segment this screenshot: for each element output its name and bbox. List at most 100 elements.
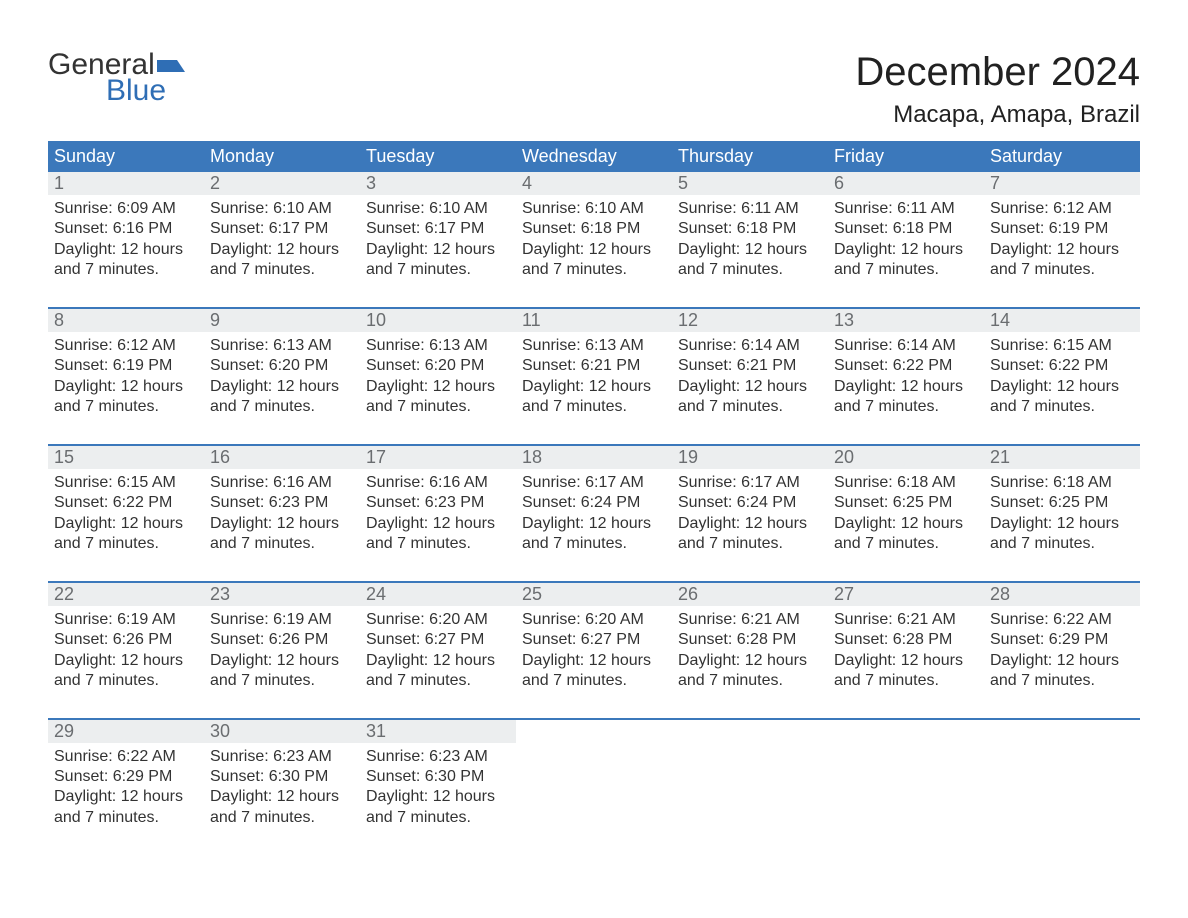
calendar-cell: 19Sunrise: 6:17 AMSunset: 6:24 PMDayligh… — [672, 446, 828, 563]
day-details: Sunrise: 6:23 AMSunset: 6:30 PMDaylight:… — [360, 743, 516, 829]
daylight-line: Daylight: 12 hours and 7 minutes. — [990, 651, 1134, 692]
sunset-line: Sunset: 6:25 PM — [990, 493, 1134, 513]
day-number-row: 7 — [984, 172, 1140, 195]
day-number: 18 — [516, 446, 672, 469]
day-header-friday: Friday — [828, 141, 984, 172]
sunset-line: Sunset: 6:18 PM — [678, 219, 822, 239]
day-number: 14 — [984, 309, 1140, 332]
day-details: Sunrise: 6:16 AMSunset: 6:23 PMDaylight:… — [204, 469, 360, 555]
day-number: 15 — [48, 446, 204, 469]
day-header-saturday: Saturday — [984, 141, 1140, 172]
sunrise-line: Sunrise: 6:23 AM — [366, 747, 510, 767]
day-number-row: 12 — [672, 309, 828, 332]
day-header-sunday: Sunday — [48, 141, 204, 172]
calendar-cell: 28Sunrise: 6:22 AMSunset: 6:29 PMDayligh… — [984, 583, 1140, 700]
day-number-row: 28 — [984, 583, 1140, 606]
daylight-line: Daylight: 12 hours and 7 minutes. — [366, 377, 510, 418]
daylight-line: Daylight: 12 hours and 7 minutes. — [678, 377, 822, 418]
calendar-cell — [984, 720, 1140, 837]
calendar-cell: 26Sunrise: 6:21 AMSunset: 6:28 PMDayligh… — [672, 583, 828, 700]
day-number: 19 — [672, 446, 828, 469]
title-block: December 2024 Macapa, Amapa, Brazil — [855, 50, 1140, 129]
day-header-thursday: Thursday — [672, 141, 828, 172]
day-header-tuesday: Tuesday — [360, 141, 516, 172]
calendar-week: 15Sunrise: 6:15 AMSunset: 6:22 PMDayligh… — [48, 444, 1140, 563]
sunset-line: Sunset: 6:28 PM — [834, 630, 978, 650]
day-number: 28 — [984, 583, 1140, 606]
daylight-line: Daylight: 12 hours and 7 minutes. — [522, 240, 666, 281]
sunrise-line: Sunrise: 6:10 AM — [366, 199, 510, 219]
daylight-line: Daylight: 12 hours and 7 minutes. — [678, 240, 822, 281]
sunrise-line: Sunrise: 6:10 AM — [522, 199, 666, 219]
sunset-line: Sunset: 6:28 PM — [678, 630, 822, 650]
sunset-line: Sunset: 6:22 PM — [834, 356, 978, 376]
day-number-row: 20 — [828, 446, 984, 469]
day-number: 10 — [360, 309, 516, 332]
page-title: December 2024 — [855, 50, 1140, 95]
day-number-row: 31 — [360, 720, 516, 743]
sunrise-line: Sunrise: 6:13 AM — [210, 336, 354, 356]
day-number: 22 — [48, 583, 204, 606]
calendar-cell: 14Sunrise: 6:15 AMSunset: 6:22 PMDayligh… — [984, 309, 1140, 426]
calendar-cell: 2Sunrise: 6:10 AMSunset: 6:17 PMDaylight… — [204, 172, 360, 289]
sunset-line: Sunset: 6:29 PM — [54, 767, 198, 787]
day-number-row: 5 — [672, 172, 828, 195]
day-details: Sunrise: 6:17 AMSunset: 6:24 PMDaylight:… — [672, 469, 828, 555]
day-details: Sunrise: 6:11 AMSunset: 6:18 PMDaylight:… — [672, 195, 828, 281]
sunset-line: Sunset: 6:27 PM — [522, 630, 666, 650]
day-number-row: 9 — [204, 309, 360, 332]
sunrise-line: Sunrise: 6:21 AM — [678, 610, 822, 630]
calendar-cell: 5Sunrise: 6:11 AMSunset: 6:18 PMDaylight… — [672, 172, 828, 289]
sunrise-line: Sunrise: 6:13 AM — [522, 336, 666, 356]
calendar: Sunday Monday Tuesday Wednesday Thursday… — [48, 141, 1140, 836]
sunset-line: Sunset: 6:21 PM — [522, 356, 666, 376]
sunset-line: Sunset: 6:18 PM — [834, 219, 978, 239]
sunrise-line: Sunrise: 6:15 AM — [54, 473, 198, 493]
day-details: Sunrise: 6:11 AMSunset: 6:18 PMDaylight:… — [828, 195, 984, 281]
daylight-line: Daylight: 12 hours and 7 minutes. — [210, 787, 354, 828]
sunset-line: Sunset: 6:16 PM — [54, 219, 198, 239]
day-number: 3 — [360, 172, 516, 195]
day-number: 5 — [672, 172, 828, 195]
daylight-line: Daylight: 12 hours and 7 minutes. — [366, 514, 510, 555]
calendar-cell: 22Sunrise: 6:19 AMSunset: 6:26 PMDayligh… — [48, 583, 204, 700]
calendar-cell — [828, 720, 984, 837]
sunrise-line: Sunrise: 6:17 AM — [522, 473, 666, 493]
sunrise-line: Sunrise: 6:09 AM — [54, 199, 198, 219]
day-details: Sunrise: 6:21 AMSunset: 6:28 PMDaylight:… — [672, 606, 828, 692]
day-details: Sunrise: 6:10 AMSunset: 6:17 PMDaylight:… — [360, 195, 516, 281]
calendar-cell: 30Sunrise: 6:23 AMSunset: 6:30 PMDayligh… — [204, 720, 360, 837]
calendar-cell: 24Sunrise: 6:20 AMSunset: 6:27 PMDayligh… — [360, 583, 516, 700]
day-number-row: 6 — [828, 172, 984, 195]
calendar-cell: 31Sunrise: 6:23 AMSunset: 6:30 PMDayligh… — [360, 720, 516, 837]
sunset-line: Sunset: 6:22 PM — [54, 493, 198, 513]
day-number: 29 — [48, 720, 204, 743]
daylight-line: Daylight: 12 hours and 7 minutes. — [522, 514, 666, 555]
day-number-row — [516, 720, 672, 743]
weeks-container: 1Sunrise: 6:09 AMSunset: 6:16 PMDaylight… — [48, 172, 1140, 836]
sunset-line: Sunset: 6:17 PM — [210, 219, 354, 239]
daylight-line: Daylight: 12 hours and 7 minutes. — [834, 377, 978, 418]
logo: General Blue — [48, 50, 185, 106]
sunset-line: Sunset: 6:25 PM — [834, 493, 978, 513]
calendar-cell: 1Sunrise: 6:09 AMSunset: 6:16 PMDaylight… — [48, 172, 204, 289]
daylight-line: Daylight: 12 hours and 7 minutes. — [366, 787, 510, 828]
sunset-line: Sunset: 6:29 PM — [990, 630, 1134, 650]
daylight-line: Daylight: 12 hours and 7 minutes. — [678, 514, 822, 555]
day-number-row: 14 — [984, 309, 1140, 332]
day-number: 13 — [828, 309, 984, 332]
day-details: Sunrise: 6:20 AMSunset: 6:27 PMDaylight:… — [360, 606, 516, 692]
daylight-line: Daylight: 12 hours and 7 minutes. — [834, 240, 978, 281]
day-number-row: 10 — [360, 309, 516, 332]
sunset-line: Sunset: 6:24 PM — [522, 493, 666, 513]
sunset-line: Sunset: 6:23 PM — [210, 493, 354, 513]
calendar-cell — [672, 720, 828, 837]
day-number-row: 25 — [516, 583, 672, 606]
day-number — [828, 720, 984, 743]
day-number — [516, 720, 672, 743]
calendar-cell: 16Sunrise: 6:16 AMSunset: 6:23 PMDayligh… — [204, 446, 360, 563]
sunrise-line: Sunrise: 6:23 AM — [210, 747, 354, 767]
daylight-line: Daylight: 12 hours and 7 minutes. — [54, 377, 198, 418]
day-details: Sunrise: 6:15 AMSunset: 6:22 PMDaylight:… — [48, 469, 204, 555]
day-number-row — [672, 720, 828, 743]
